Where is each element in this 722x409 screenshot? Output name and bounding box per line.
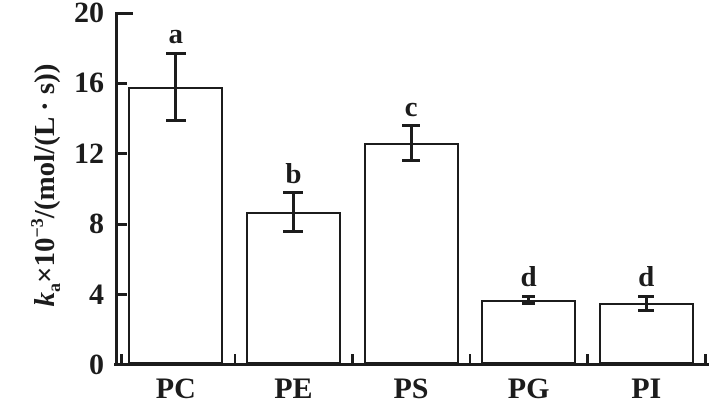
significance-letter: d bbox=[638, 261, 655, 294]
x-tick bbox=[351, 354, 354, 363]
y-tick-label: 16 bbox=[74, 66, 104, 100]
x-tick bbox=[704, 354, 707, 363]
significance-letter: a bbox=[168, 18, 184, 51]
bar bbox=[598, 303, 694, 364]
y-tick bbox=[118, 11, 133, 15]
y-axis-line bbox=[115, 12, 118, 366]
error-bar-cap bbox=[638, 308, 655, 312]
significance-letter: c bbox=[404, 90, 418, 123]
y-tick bbox=[118, 222, 127, 226]
x-tick bbox=[586, 354, 589, 363]
x-tick bbox=[233, 354, 237, 363]
x-category-label: PS bbox=[393, 372, 429, 405]
x-category-label: PI bbox=[631, 372, 662, 405]
y-tick-label: 12 bbox=[74, 136, 104, 170]
x-category-label: PE bbox=[274, 372, 313, 405]
error-bar-line bbox=[409, 125, 413, 161]
bar bbox=[363, 143, 459, 364]
x-category-label: PC bbox=[155, 372, 196, 405]
error-bar-cap bbox=[522, 301, 536, 305]
error-bar-cap bbox=[165, 118, 186, 122]
error-bar-cap bbox=[283, 191, 304, 195]
error-bar-cap bbox=[402, 159, 420, 163]
y-tick bbox=[118, 293, 127, 297]
error-bar-line bbox=[527, 296, 531, 304]
y-tick-label: 0 bbox=[89, 348, 104, 381]
error-bar-cap bbox=[638, 294, 655, 298]
error-bar-cap bbox=[522, 294, 536, 298]
significance-letter: b bbox=[285, 157, 302, 190]
bar bbox=[128, 86, 224, 364]
bar bbox=[481, 299, 577, 364]
error-bar-line bbox=[174, 53, 178, 121]
y-tick-label: 20 bbox=[74, 0, 104, 29]
error-bar-cap bbox=[283, 229, 304, 233]
x-axis-line bbox=[114, 363, 709, 366]
x-tick bbox=[120, 354, 123, 363]
error-bar-line bbox=[291, 192, 295, 232]
y-tick-label: 4 bbox=[89, 277, 104, 311]
y-tick bbox=[118, 81, 127, 85]
y-tick-label: 8 bbox=[89, 207, 104, 241]
y-tick bbox=[118, 152, 127, 156]
error-bar-cap bbox=[165, 51, 186, 55]
error-bar-line bbox=[644, 296, 648, 311]
x-category-label: PG bbox=[507, 372, 550, 405]
x-tick bbox=[468, 354, 472, 363]
bar bbox=[245, 211, 341, 364]
error-bar-cap bbox=[402, 124, 420, 128]
significance-letter: d bbox=[520, 261, 537, 294]
